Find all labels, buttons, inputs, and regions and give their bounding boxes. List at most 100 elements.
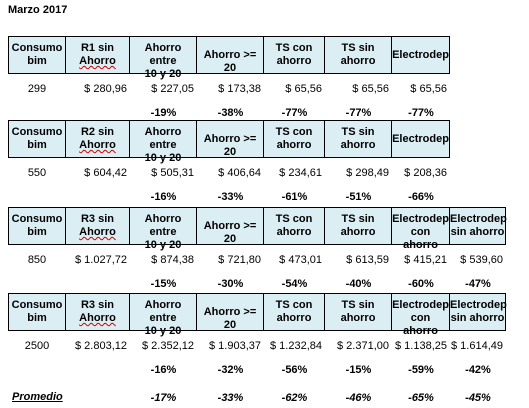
percent-cell: [8, 277, 66, 291]
table-header-4: Consumo bim R3 sin Ahorro Ahorro entre 10 y 2…: [8, 293, 507, 337]
value-cell: 850: [27, 254, 47, 266]
promedio-cell: -65%: [408, 392, 434, 404]
header-cell: TS sin ahorro: [325, 120, 392, 158]
table-row: 299 $ 280,96 $ 227,05 $ 173,38 $ 65,56 $ 65,5…: [8, 82, 450, 96]
header-cell: R3 sin Ahorro: [66, 207, 130, 245]
header-cell: Ahorro entre 10 y 20: [130, 207, 197, 251]
value-cell: 299: [27, 83, 47, 95]
header-cell: TS con ahorro: [264, 120, 325, 158]
header-cell: Ahorro >= 20: [197, 120, 264, 158]
promedio-cell: -46%: [345, 392, 372, 404]
percent-cell: [66, 363, 130, 377]
header-cell: Electrodep sin ahorro: [450, 207, 507, 245]
value-cell: $ 539,60: [460, 254, 503, 266]
header-cell: Consumo bim: [8, 120, 66, 158]
value-cell: $ 406,64: [218, 167, 261, 179]
percent-cell: [8, 363, 66, 377]
percent-cell: -59%: [408, 364, 434, 376]
percent-cell: -15%: [150, 278, 177, 290]
percent-cell: [8, 190, 66, 204]
value-cell: $ 65,56: [285, 83, 322, 95]
header-cell: Electrodep: [392, 120, 450, 158]
value-cell: $ 874,38: [151, 254, 194, 266]
header-cell: R2 sin Ahorro: [66, 120, 130, 158]
table-row: 2500 $ 2.803,12 $ 2.352,12 $ 1.903,37 $ 1.23…: [8, 339, 506, 353]
value-cell: $ 1.614,49: [451, 340, 503, 352]
value-cell: $ 65,56: [410, 83, 447, 95]
percent-cell: -15%: [345, 364, 372, 376]
percent-cell: -42%: [465, 364, 491, 376]
value-cell: $ 173,38: [218, 83, 261, 95]
value-cell: $ 473,01: [279, 254, 322, 266]
value-cell: $ 1.138,25: [395, 340, 447, 352]
percent-cell: [66, 277, 130, 291]
page-title: Marzo 2017: [8, 4, 68, 16]
percent-cell: -51%: [345, 191, 372, 203]
value-cell: $ 415,21: [404, 254, 447, 266]
percent-cell: -38%: [217, 107, 244, 119]
header-cell: R3 sin Ahorro: [66, 293, 130, 331]
percent-cell: -77%: [345, 107, 372, 119]
header-cell: Ahorro entre 10 y 20: [130, 120, 197, 164]
percent-cell: -77%: [281, 107, 308, 119]
table-header-3: Consumo bim R3 sin Ahorro Ahorro entre 10 y 2…: [8, 207, 507, 251]
header-cell: Ahorro >= 20: [197, 207, 264, 245]
percent-cell: [66, 190, 130, 204]
header-cell: Electrodep: [392, 36, 450, 74]
value-cell: $ 2.371,00: [337, 340, 389, 352]
header-cell: Electrodep con ahorro: [392, 293, 450, 337]
header-cell: Consumo bim: [8, 293, 66, 331]
value-cell: $ 505,31: [151, 167, 194, 179]
header-cell: Ahorro entre 10 y 20: [130, 293, 197, 337]
header-cell: TS sin ahorro: [325, 293, 392, 331]
promedio-row: -17% -33% -62% -46% -65% -45%: [8, 391, 506, 405]
value-cell: $ 65,56: [352, 83, 389, 95]
table-row: 550 $ 604,42 $ 505,31 $ 406,64 $ 234,61 $ 298…: [8, 166, 450, 180]
percent-cell: -77%: [408, 107, 434, 119]
header-cell: Electrodep con ahorro: [392, 207, 450, 251]
promedio-cell: -62%: [281, 392, 308, 404]
header-cell: Ahorro entre 10 y 20: [130, 36, 197, 80]
value-cell: $ 1.232,84: [270, 340, 322, 352]
percent-cell: -30%: [217, 278, 244, 290]
header-cell: Ahorro >= 20: [197, 36, 264, 74]
percent-cell: -40%: [345, 278, 372, 290]
percent-row: -16% -33% -61% -51% -66%: [8, 190, 450, 204]
table-header-1: Consumo bim R1 sin Ahorro Ahorro entre 10 y 2…: [8, 36, 450, 80]
value-cell: $ 613,59: [346, 254, 389, 266]
value-cell: 550: [27, 167, 47, 179]
value-cell: $ 721,80: [218, 254, 261, 266]
value-cell: $ 604,42: [84, 167, 127, 179]
value-cell: $ 2.352,12: [142, 340, 194, 352]
percent-cell: -32%: [217, 364, 244, 376]
header-cell: TS sin ahorro: [325, 36, 392, 74]
value-cell: $ 280,96: [84, 83, 127, 95]
header-cell: Electrodep sin ahorro: [450, 293, 507, 331]
percent-cell: -56%: [281, 364, 308, 376]
percent-cell: -47%: [465, 278, 491, 290]
value-cell: $ 1.027,72: [75, 254, 127, 266]
header-cell: Consumo bim: [8, 207, 66, 245]
percent-cell: [66, 106, 130, 120]
percent-row: -19% -38% -77% -77% -77%: [8, 106, 450, 120]
value-cell: $ 208,36: [404, 167, 447, 179]
percent-cell: -66%: [408, 191, 434, 203]
percent-cell: -61%: [281, 191, 308, 203]
header-cell: TS con ahorro: [264, 293, 325, 331]
percent-row: -15% -30% -54% -40% -60% -47%: [8, 277, 506, 291]
percent-cell: [8, 106, 66, 120]
header-cell: TS con ahorro: [264, 36, 325, 74]
promedio-cell: -17%: [150, 392, 177, 404]
value-cell: $ 1.903,37: [209, 340, 261, 352]
header-cell: Consumo bim: [8, 36, 66, 74]
percent-cell: -54%: [281, 278, 308, 290]
percent-row: -16% -32% -56% -15% -59% -42%: [8, 363, 506, 377]
table-row: 850 $ 1.027,72 $ 874,38 $ 721,80 $ 473,01 $ 6…: [8, 253, 506, 267]
header-cell: Ahorro >= 20: [197, 293, 264, 331]
percent-cell: -16%: [150, 191, 177, 203]
value-cell: $ 234,61: [279, 167, 322, 179]
value-cell: $ 227,05: [151, 83, 194, 95]
table-header-2: Consumo bim R2 sin Ahorro Ahorro entre 10 y 2…: [8, 120, 450, 164]
value-cell: 2500: [24, 340, 50, 352]
promedio-label: Promedio: [12, 391, 63, 403]
